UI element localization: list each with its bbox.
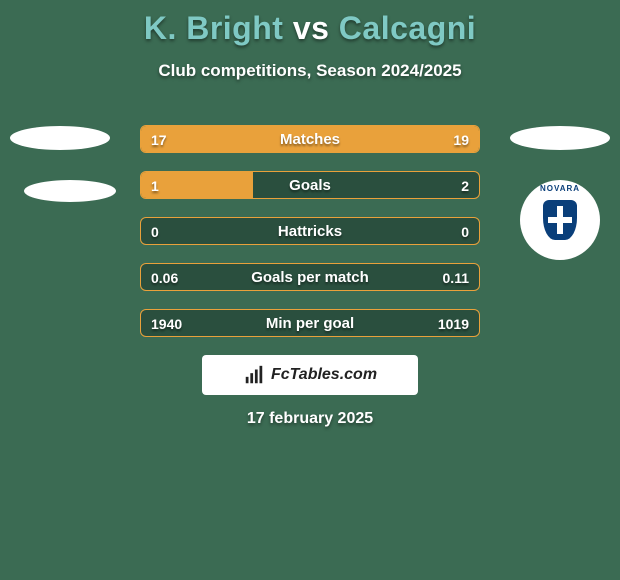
brand-text: FcTables.com — [271, 366, 377, 384]
stat-row: 12Goals — [140, 171, 480, 199]
player-a-name: K. Bright — [144, 10, 284, 46]
player-b-name: Calcagni — [339, 10, 476, 46]
ellipse-left-2 — [24, 180, 116, 202]
stat-label: Min per goal — [141, 310, 479, 337]
title-vs: vs — [293, 10, 330, 46]
stat-row: 19401019Min per goal — [140, 309, 480, 337]
brand-chart-icon — [243, 364, 265, 386]
ellipse-left-1 — [10, 126, 110, 150]
shield-cross-h — [548, 217, 572, 223]
stat-label: Goals per match — [141, 264, 479, 291]
badge-shield — [543, 200, 577, 240]
stat-row: 0.060.11Goals per match — [140, 263, 480, 291]
club-badge: NOVARA — [520, 180, 600, 260]
stat-label: Goals — [141, 172, 479, 199]
stats-block: 1719Matches 12Goals 00Hattricks 0.060.11Goa… — [140, 125, 480, 355]
stat-row: 00Hattricks — [140, 217, 480, 245]
stat-row: 1719Matches — [140, 125, 480, 153]
badge-ring-text: NOVARA — [520, 184, 600, 193]
stat-label: Hattricks — [141, 218, 479, 245]
title: K. Bright vs Calcagni — [0, 0, 620, 47]
as-of-date: 17 february 2025 — [0, 410, 620, 428]
stat-label: Matches — [141, 126, 479, 153]
ellipse-right-1 — [510, 126, 610, 150]
comparison-canvas: K. Bright vs Calcagni Club competitions,… — [0, 0, 620, 580]
brand-pill: FcTables.com — [202, 355, 418, 395]
subtitle: Club competitions, Season 2024/2025 — [0, 61, 620, 81]
